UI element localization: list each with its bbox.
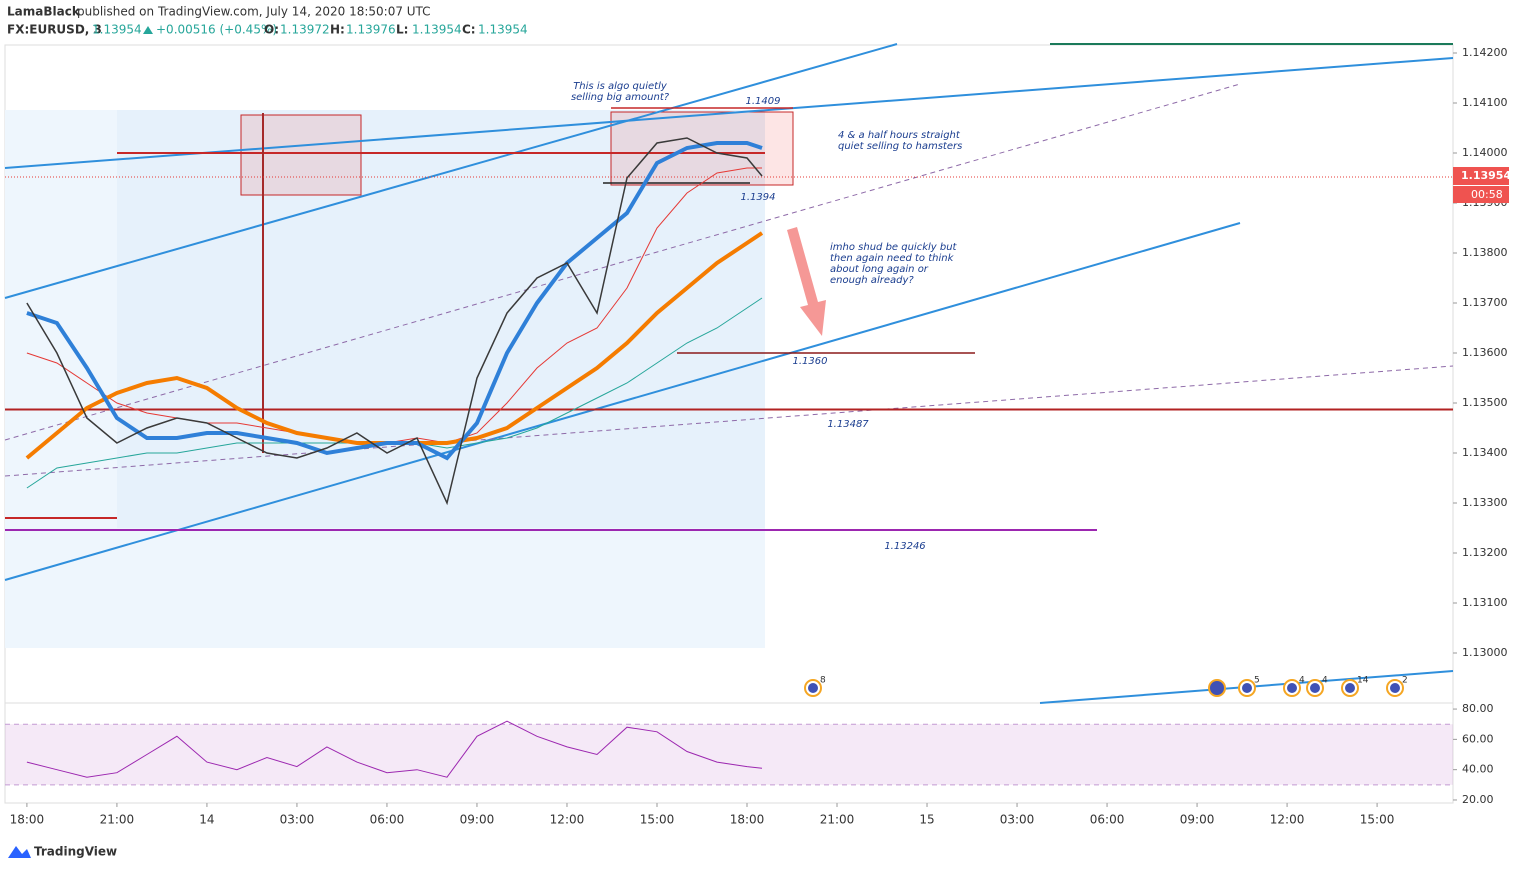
rsi-tick-label: 80.00 <box>1462 702 1494 715</box>
annotation: enough already? <box>830 275 914 286</box>
event-flag <box>1287 683 1297 693</box>
symbol: FX:EURUSD, 3 <box>7 23 102 37</box>
trendline <box>4 222 1241 581</box>
series-line <box>26 141 763 461</box>
box <box>610 111 794 186</box>
series-line <box>26 167 762 444</box>
event-flag <box>808 683 818 693</box>
ohlc-value: 1.13954 <box>478 23 528 37</box>
trendline <box>4 43 898 299</box>
event-count: 5 <box>1254 676 1260 686</box>
ohlc-label: O: <box>264 23 279 37</box>
event-count: 2 <box>1402 676 1408 686</box>
published: published on TradingView.com, July 14, 2… <box>77 5 431 19</box>
annotation: 4 & a half hours straight <box>838 130 961 141</box>
y-tick-label: 1.13100 <box>1462 596 1508 609</box>
ohlc-label: L: <box>396 23 408 37</box>
level-label: 1.1409 <box>746 96 781 107</box>
y-tick-label: 1.14000 <box>1462 146 1508 159</box>
event-flag <box>1310 683 1320 693</box>
event-count: 14 <box>1357 676 1369 686</box>
trendline <box>4 57 1454 169</box>
x-tick-label: 18:00 <box>10 813 45 827</box>
annotation: selling big amount? <box>571 92 670 103</box>
ohlc-label: C: <box>462 23 476 37</box>
ohlc-value: 1.13976 <box>346 23 396 37</box>
y-tick-label: 1.13400 <box>1462 446 1508 459</box>
y-tick-label: 1.13600 <box>1462 346 1508 359</box>
author: LamaBlack <box>7 5 81 19</box>
price-label: 1.13954 <box>1461 169 1511 182</box>
annotation: about long again or <box>830 264 929 275</box>
event-flag <box>1242 683 1252 693</box>
dashed-line <box>4 83 1241 441</box>
logo <box>8 846 31 858</box>
level-label: 1.13246 <box>884 541 925 552</box>
y-tick-label: 1.14200 <box>1462 46 1508 59</box>
arrow <box>787 227 826 336</box>
x-tick-label: 09:00 <box>1180 813 1215 827</box>
rsi-tick-label: 40.00 <box>1462 763 1494 776</box>
annotation: This is algo quietly <box>573 81 668 92</box>
y-tick-label: 1.13700 <box>1462 296 1508 309</box>
x-tick-label: 12:00 <box>550 813 585 827</box>
y-tick-label: 1.14100 <box>1462 96 1508 109</box>
countdown: 00:58 <box>1471 188 1503 201</box>
rsi-tick-label: 60.00 <box>1462 732 1494 745</box>
event-count: 8 <box>820 676 826 686</box>
y-tick-label: 1.13500 <box>1462 396 1508 409</box>
rsi-pane <box>4 702 1454 804</box>
series-line <box>26 137 763 506</box>
y-tick-label: 1.13200 <box>1462 546 1508 559</box>
level-label: 1.1360 <box>793 356 828 367</box>
rsi-band <box>5 724 1453 785</box>
x-tick-label: 09:00 <box>460 813 495 827</box>
box <box>240 114 362 196</box>
event-flag <box>1390 683 1400 693</box>
x-tick-label: 12:00 <box>1270 813 1305 827</box>
event-count: 4 <box>1322 676 1328 686</box>
annotation: imho shud be quickly but <box>830 242 958 253</box>
y-tick-label: 1.13800 <box>1462 246 1508 259</box>
x-tick-label: 15:00 <box>640 813 675 827</box>
ohlc: O: 1.13972 H: 1.13976 L: 1.13954 C: 1.13954 <box>264 23 528 37</box>
y-tick-label: 1.13000 <box>1462 646 1508 659</box>
x-tick-label: 21:00 <box>100 813 135 827</box>
price-box <box>1453 167 1509 185</box>
y-tick-label: 1.13300 <box>1462 496 1508 509</box>
level-label: 1.13487 <box>827 419 869 430</box>
brand: TradingView <box>34 845 117 859</box>
rsi-tick-label: 20.00 <box>1462 793 1494 806</box>
x-tick-label: 15:00 <box>1360 813 1395 827</box>
change: +0.00516 (+0.45%) <box>156 23 277 37</box>
x-tick-label: 14 <box>199 813 214 827</box>
ohlc-value: 1.13972 <box>280 23 330 37</box>
dashed-line <box>4 365 1454 477</box>
x-tick-label: 06:00 <box>370 813 405 827</box>
profile-shade <box>117 110 765 528</box>
x-tick-label: 06:00 <box>1090 813 1125 827</box>
x-tick-label: 03:00 <box>1000 813 1035 827</box>
annotation: quiet selling to hamsters <box>838 141 962 152</box>
countdown-box <box>1453 186 1509 203</box>
x-tick-label: 21:00 <box>820 813 855 827</box>
last-price: 1.13954 <box>92 23 142 37</box>
event-count: 4 <box>1299 676 1305 686</box>
series-line <box>26 720 763 778</box>
ohlc-label: H: <box>330 23 345 37</box>
level-label: 1.1394 <box>741 192 776 203</box>
event-icon <box>1208 679 1226 697</box>
event-flag <box>1345 683 1355 693</box>
up-arrow <box>143 26 153 34</box>
annotation: then again need to think <box>830 253 955 264</box>
x-tick-label: 15 <box>919 813 934 827</box>
x-tick-label: 18:00 <box>730 813 765 827</box>
x-tick-label: 03:00 <box>280 813 315 827</box>
ohlc-value: 1.13954 <box>412 23 462 37</box>
